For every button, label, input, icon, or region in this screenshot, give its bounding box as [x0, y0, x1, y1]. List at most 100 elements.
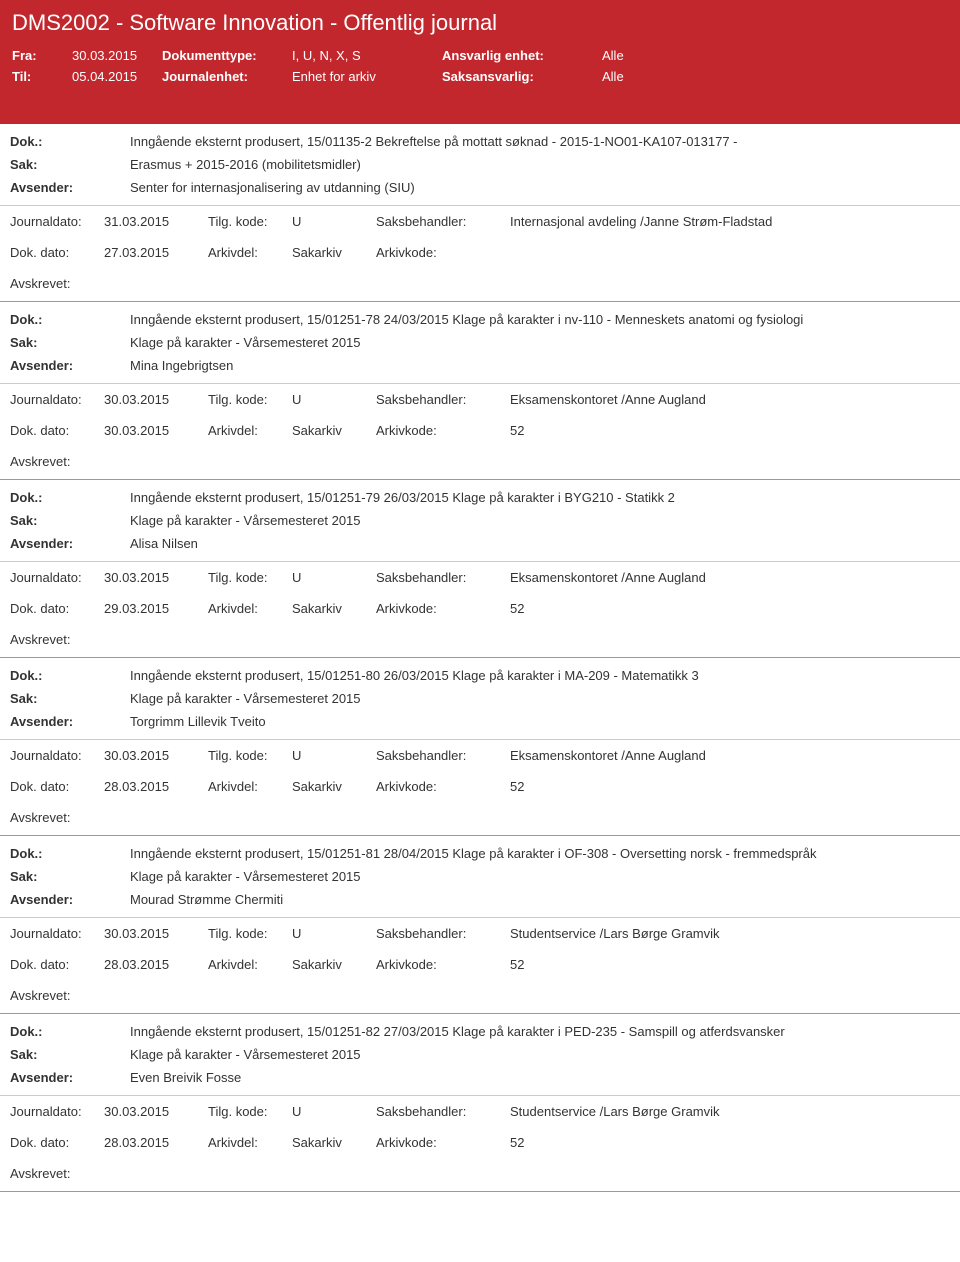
journalenhet-label: Journalenhet: — [162, 69, 292, 84]
saksbehandler-value: Studentservice /Lars Børge Gramvik — [510, 926, 948, 941]
dok-value: Inngående eksternt produsert, 15/01251-8… — [130, 1024, 948, 1039]
page-header: DMS2002 - Software Innovation - Offentli… — [0, 0, 960, 124]
dok-value: Inngående eksternt produsert, 15/01251-7… — [130, 490, 948, 505]
saksbehandler-label: Saksbehandler: — [376, 392, 506, 407]
tilgkode-value: U — [292, 748, 372, 763]
journaldato-value: 30.03.2015 — [104, 392, 204, 407]
arkivdel-value: Sakarkiv — [292, 245, 372, 260]
saksbehandler-label: Saksbehandler: — [376, 748, 506, 763]
header-meta: Fra: 30.03.2015 Dokumenttype: I, U, N, X… — [12, 48, 948, 84]
dokdato-label: Dok. dato: — [10, 601, 100, 616]
sak-label: Sak: — [10, 335, 130, 350]
dokdato-label: Dok. dato: — [10, 245, 100, 260]
arkivkode-value: 52 — [510, 779, 948, 794]
arkivkode-label: Arkivkode: — [376, 601, 506, 616]
arkivkode-label: Arkivkode: — [376, 423, 506, 438]
entry-row-2: Dok. dato: 28.03.2015 Arkivdel: Sakarkiv… — [0, 771, 960, 802]
arkivdel-value: Sakarkiv — [292, 1135, 372, 1150]
avsender-label: Avsender: — [10, 180, 130, 195]
ansvarlig-label: Ansvarlig enhet: — [442, 48, 602, 63]
fra-value: 30.03.2015 — [72, 48, 162, 63]
journaldato-value: 30.03.2015 — [104, 1104, 204, 1119]
tilgkode-value: U — [292, 392, 372, 407]
avsender-label: Avsender: — [10, 358, 130, 373]
arkivdel-label: Arkivdel: — [208, 245, 288, 260]
arkivdel-label: Arkivdel: — [208, 423, 288, 438]
avsender-value: Even Breivik Fosse — [130, 1070, 948, 1085]
dok-label: Dok.: — [10, 1024, 130, 1039]
dokdato-value: 27.03.2015 — [104, 245, 204, 260]
arkivdel-value: Sakarkiv — [292, 423, 372, 438]
arkivkode-value — [510, 245, 948, 260]
tilgkode-label: Tilg. kode: — [208, 926, 288, 941]
dok-value: Inngående eksternt produsert, 15/01135-2… — [130, 134, 948, 149]
journal-entry: Dok.: Inngående eksternt produsert, 15/0… — [0, 124, 960, 302]
saksansvarlig-value: Alle — [602, 69, 948, 84]
arkivdel-label: Arkivdel: — [208, 1135, 288, 1150]
dokdato-label: Dok. dato: — [10, 1135, 100, 1150]
entries-list: Dok.: Inngående eksternt produsert, 15/0… — [0, 124, 960, 1192]
tilgkode-value: U — [292, 926, 372, 941]
journaldato-value: 31.03.2015 — [104, 214, 204, 229]
avskrevet-label: Avskrevet: — [0, 624, 960, 657]
arkivkode-value: 52 — [510, 601, 948, 616]
sak-label: Sak: — [10, 157, 130, 172]
arkivkode-value: 52 — [510, 423, 948, 438]
tilgkode-label: Tilg. kode: — [208, 570, 288, 585]
journaldato-label: Journaldato: — [10, 214, 100, 229]
entry-row-2: Dok. dato: 30.03.2015 Arkivdel: Sakarkiv… — [0, 415, 960, 446]
arkivkode-label: Arkivkode: — [376, 1135, 506, 1150]
journaldato-value: 30.03.2015 — [104, 926, 204, 941]
sak-value: Erasmus + 2015-2016 (mobilitetsmidler) — [130, 157, 948, 172]
entry-row-2: Dok. dato: 29.03.2015 Arkivdel: Sakarkiv… — [0, 593, 960, 624]
sak-value: Klage på karakter - Vårsemesteret 2015 — [130, 691, 948, 706]
dok-label: Dok.: — [10, 668, 130, 683]
arkivdel-value: Sakarkiv — [292, 779, 372, 794]
entry-row-1: Journaldato: 30.03.2015 Tilg. kode: U Sa… — [0, 383, 960, 415]
sak-value: Klage på karakter - Vårsemesteret 2015 — [130, 513, 948, 528]
sak-value: Klage på karakter - Vårsemesteret 2015 — [130, 335, 948, 350]
dok-label: Dok.: — [10, 846, 130, 861]
sak-label: Sak: — [10, 869, 130, 884]
saksansvarlig-label: Saksansvarlig: — [442, 69, 602, 84]
saksbehandler-label: Saksbehandler: — [376, 926, 506, 941]
journaldato-label: Journaldato: — [10, 392, 100, 407]
saksbehandler-value: Eksamenskontoret /Anne Augland — [510, 392, 948, 407]
tilgkode-label: Tilg. kode: — [208, 214, 288, 229]
entry-row-2: Dok. dato: 28.03.2015 Arkivdel: Sakarkiv… — [0, 949, 960, 980]
entry-top: Dok.: Inngående eksternt produsert, 15/0… — [0, 1014, 960, 1095]
tilgkode-label: Tilg. kode: — [208, 392, 288, 407]
entry-top: Dok.: Inngående eksternt produsert, 15/0… — [0, 124, 960, 205]
dokdato-label: Dok. dato: — [10, 957, 100, 972]
entry-row-1: Journaldato: 30.03.2015 Tilg. kode: U Sa… — [0, 917, 960, 949]
journal-entry: Dok.: Inngående eksternt produsert, 15/0… — [0, 836, 960, 1014]
arkivkode-value: 52 — [510, 957, 948, 972]
til-label: Til: — [12, 69, 72, 84]
tilgkode-value: U — [292, 570, 372, 585]
avsender-value: Mourad Strømme Chermiti — [130, 892, 948, 907]
avskrevet-label: Avskrevet: — [0, 268, 960, 301]
dokdato-value: 29.03.2015 — [104, 601, 204, 616]
entry-row-1: Journaldato: 30.03.2015 Tilg. kode: U Sa… — [0, 561, 960, 593]
tilgkode-value: U — [292, 214, 372, 229]
entry-top: Dok.: Inngående eksternt produsert, 15/0… — [0, 302, 960, 383]
sak-label: Sak: — [10, 691, 130, 706]
dok-value: Inngående eksternt produsert, 15/01251-7… — [130, 312, 948, 327]
journaldato-label: Journaldato: — [10, 570, 100, 585]
dokdato-value: 28.03.2015 — [104, 779, 204, 794]
journal-entry: Dok.: Inngående eksternt produsert, 15/0… — [0, 480, 960, 658]
avsender-value: Mina Ingebrigtsen — [130, 358, 948, 373]
journal-entry: Dok.: Inngående eksternt produsert, 15/0… — [0, 1014, 960, 1192]
dokdato-value: 28.03.2015 — [104, 1135, 204, 1150]
doktype-value: I, U, N, X, S — [292, 48, 442, 63]
entry-top: Dok.: Inngående eksternt produsert, 15/0… — [0, 836, 960, 917]
arkivdel-value: Sakarkiv — [292, 601, 372, 616]
ansvarlig-value: Alle — [602, 48, 948, 63]
entry-row-1: Journaldato: 31.03.2015 Tilg. kode: U Sa… — [0, 205, 960, 237]
arkivkode-label: Arkivkode: — [376, 245, 506, 260]
avsender-value: Torgrimm Lillevik Tveito — [130, 714, 948, 729]
saksbehandler-value: Studentservice /Lars Børge Gramvik — [510, 1104, 948, 1119]
avsender-label: Avsender: — [10, 714, 130, 729]
avskrevet-label: Avskrevet: — [0, 802, 960, 835]
entry-row-1: Journaldato: 30.03.2015 Tilg. kode: U Sa… — [0, 739, 960, 771]
